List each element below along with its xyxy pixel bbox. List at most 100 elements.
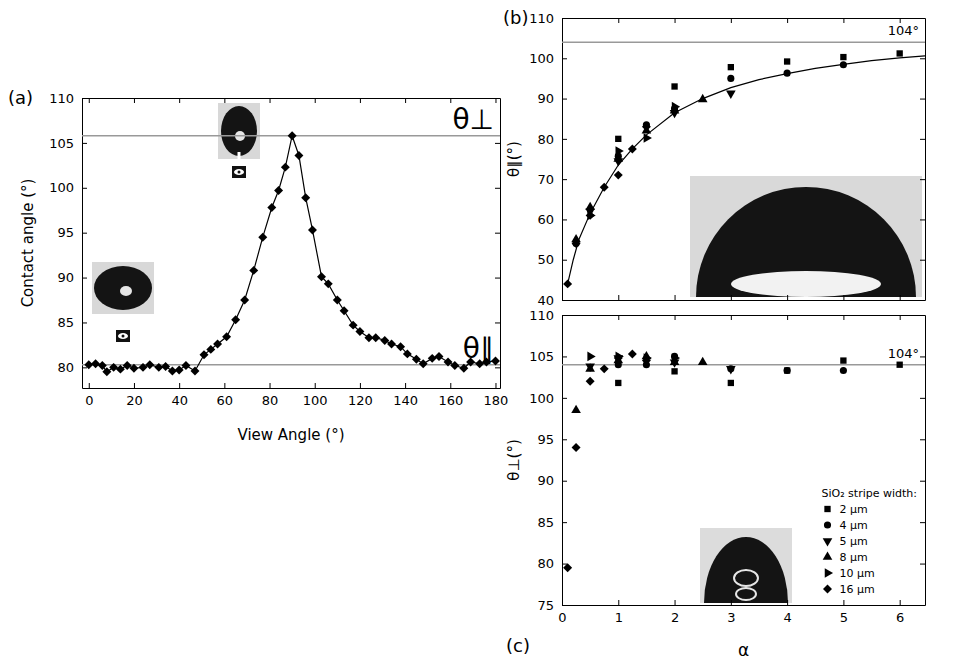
reference-label: 104° [888,346,919,361]
tick [787,295,788,300]
tick-mark [562,481,567,482]
tick-label: 90 [57,270,74,285]
data-point [419,359,428,368]
tick: 80 [57,360,87,375]
tick: 20 [126,383,143,408]
legend-title: SiO₂ stripe width: [822,487,918,500]
tick [270,98,271,103]
tick [920,481,925,482]
tick-mark [89,98,90,103]
tick-label: 100 [303,393,328,408]
tick-mark [562,300,567,301]
axis-line [563,300,926,301]
panel: 405060708090100110104°θ∥(°)(b) [503,7,926,308]
tick: 90 [57,270,87,285]
tick-mark [675,315,676,320]
tick [134,98,135,103]
tick-label: 70 [537,172,554,187]
tick [920,605,925,606]
tick [450,98,451,103]
series-line [568,56,925,284]
panel: 01234567580859095100105110104°αθ⊥(°)(c)S… [505,308,925,660]
data-point [274,186,283,195]
tick-mark [179,383,180,388]
tick: 60 [537,212,567,227]
axis: 7580859095100105110 [529,308,567,613]
tick [495,188,500,189]
tick [843,295,844,300]
tick-mark [562,58,567,59]
tick-mark [731,315,732,320]
tick-mark [495,98,500,99]
tick-mark [495,383,496,388]
tick [920,356,925,357]
legend-symbol [824,506,830,512]
data-point [222,332,231,341]
drop-highlight [120,286,132,296]
tick-label: 5 [840,610,848,625]
tick-mark [224,98,225,103]
tick-mark [82,143,87,144]
legend-label: 8 μm [840,551,868,564]
tick-label: 0 [85,393,93,408]
inset-photo [92,103,260,342]
tick-label: 85 [537,515,554,530]
data-point [585,363,595,371]
tick-mark [731,295,732,300]
x-axis-title: α [738,640,749,660]
tick-mark [618,295,619,300]
tick: 50 [537,252,567,267]
tick: 110 [529,308,567,323]
tick [360,98,361,103]
axis-line [83,388,501,389]
tick-mark [920,398,925,399]
axis-line [925,316,926,606]
tick [618,315,619,320]
data-point [435,352,444,361]
data-point [317,272,326,281]
tick: 100 [529,391,567,406]
legend-label: 2 μm [840,503,868,516]
data-point [288,131,297,140]
reference-line [562,41,925,43]
tick-mark [843,295,844,300]
tick-mark [920,99,925,100]
legend-symbol [823,585,832,594]
tick-mark [82,98,87,99]
tick [495,367,500,368]
axis-line [562,316,563,606]
tick [495,322,500,323]
data-point [698,357,708,365]
tick: 1 [615,600,623,625]
reference-label: θ⊥ [452,103,494,136]
data-point [644,133,652,143]
data-point [301,193,310,202]
tick-mark [82,322,87,323]
tick-label: 75 [537,598,554,613]
tick [495,143,500,144]
tick [900,315,901,320]
tick: 80 [537,556,567,571]
tick-mark [920,219,925,220]
tick-mark [562,356,567,357]
drop-highlight [731,271,881,297]
legend-symbol [823,551,833,559]
axis-line [563,605,926,606]
tick-mark [562,522,567,523]
axis [920,19,926,301]
tick-label: 80 [262,393,279,408]
tick-mark [495,143,500,144]
data-point [109,363,118,372]
tick-mark [787,315,788,320]
tick-mark [450,98,451,103]
tick-label: 110 [529,308,554,323]
tick [787,315,788,320]
data-point [784,58,790,64]
tick-mark [920,522,925,523]
tick [179,98,180,103]
data-point [355,327,364,336]
data-point [281,163,290,172]
tick-mark [731,18,732,23]
tick: 40 [537,293,567,308]
data-point [231,315,240,324]
